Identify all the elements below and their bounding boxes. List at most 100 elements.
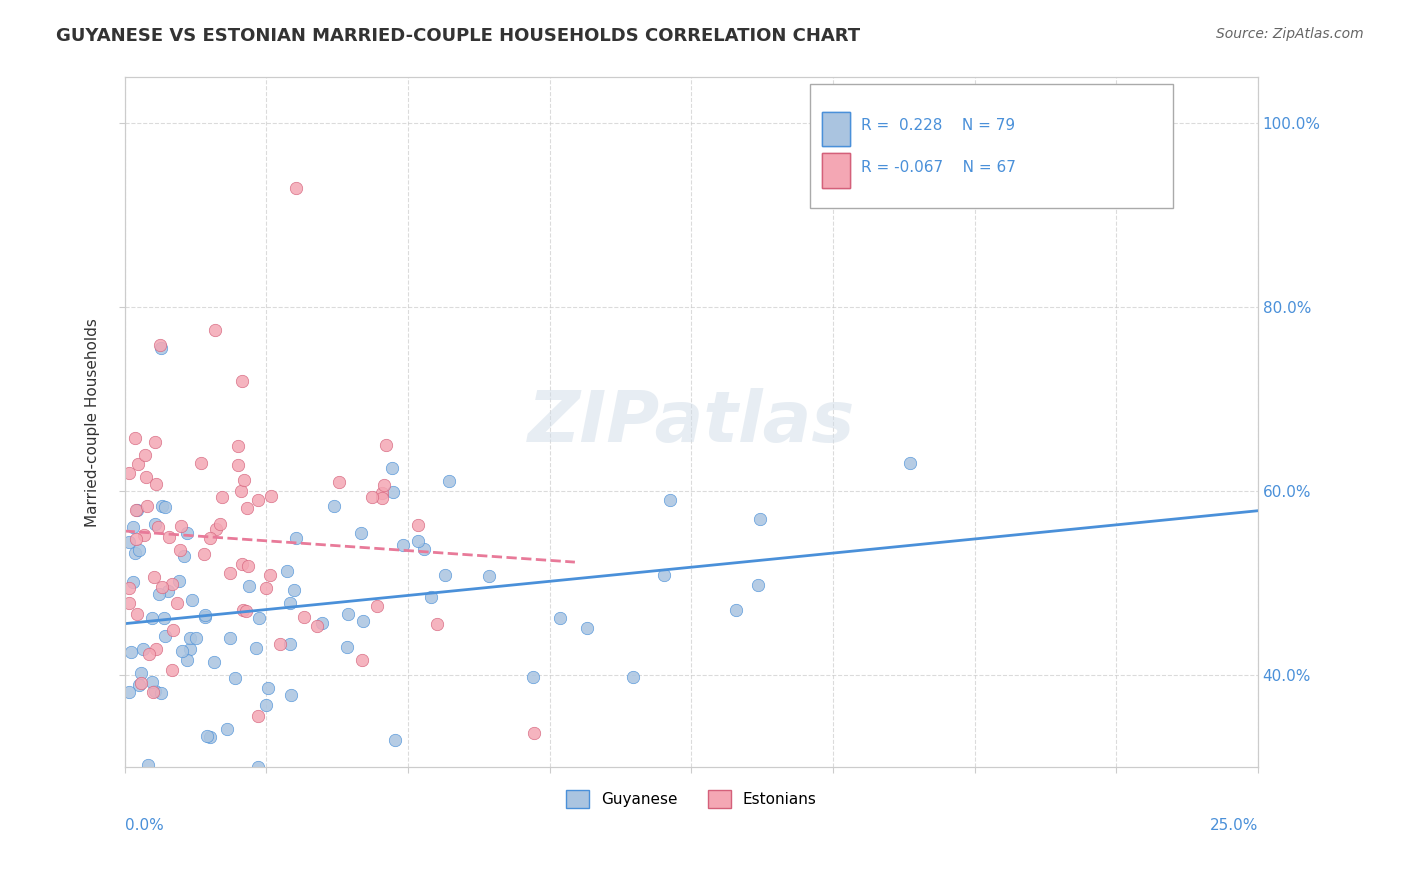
Point — [328, 475, 350, 489]
Point — [176, 653, 198, 667]
FancyBboxPatch shape — [810, 85, 1173, 209]
Point — [156, 584, 179, 599]
Point — [148, 587, 170, 601]
Point — [125, 503, 148, 517]
Text: Source: ZipAtlas.com: Source: ZipAtlas.com — [1216, 27, 1364, 41]
Point — [307, 619, 329, 633]
Point — [366, 599, 388, 613]
Point — [269, 637, 291, 651]
Point — [336, 607, 359, 621]
Point — [157, 530, 180, 544]
Point — [193, 547, 215, 561]
Point — [150, 341, 173, 355]
Point — [160, 577, 183, 591]
Point — [118, 581, 141, 595]
Point — [259, 567, 281, 582]
Point — [135, 470, 157, 484]
Point — [652, 568, 675, 582]
Point — [173, 549, 195, 563]
Point — [747, 578, 769, 592]
Point — [190, 457, 212, 471]
Point — [138, 647, 160, 661]
Point — [118, 535, 141, 549]
Point — [280, 688, 302, 702]
Point — [167, 574, 190, 589]
Point — [194, 608, 217, 623]
Point — [292, 610, 315, 624]
Point — [162, 623, 184, 637]
FancyBboxPatch shape — [821, 112, 849, 146]
Point — [181, 592, 204, 607]
Point — [142, 685, 165, 699]
Point — [150, 580, 173, 594]
Point — [120, 645, 142, 659]
Point — [408, 534, 430, 549]
Point — [381, 460, 404, 475]
Point — [235, 604, 257, 618]
Point — [148, 520, 170, 534]
Point — [143, 435, 166, 450]
Point — [211, 490, 233, 504]
Point — [322, 499, 344, 513]
Point — [373, 478, 395, 492]
Point — [118, 596, 141, 610]
Text: ZIPatlas: ZIPatlas — [527, 388, 855, 457]
Point — [548, 611, 571, 625]
Point — [145, 641, 167, 656]
Point — [260, 490, 283, 504]
Point — [278, 637, 301, 651]
Point — [143, 517, 166, 532]
Point — [118, 684, 141, 698]
Point — [153, 611, 176, 625]
Point — [131, 665, 153, 680]
Point — [413, 542, 436, 557]
Point — [311, 615, 333, 630]
Point — [522, 670, 544, 684]
Point — [575, 621, 598, 635]
Point — [125, 503, 148, 517]
Point — [118, 466, 141, 480]
Point — [352, 653, 374, 667]
Point — [371, 491, 394, 505]
Point — [426, 616, 449, 631]
Point — [245, 640, 267, 655]
Point — [136, 757, 159, 772]
Point — [257, 681, 280, 696]
Point — [231, 374, 253, 388]
Point — [229, 483, 252, 498]
Point — [142, 570, 165, 584]
Point — [254, 581, 277, 595]
Point — [381, 485, 404, 500]
Point — [208, 516, 231, 531]
Text: 0.0%: 0.0% — [125, 818, 163, 832]
Point — [360, 491, 382, 505]
Point — [125, 607, 148, 622]
Point — [900, 456, 922, 470]
Point — [478, 568, 501, 582]
Point — [170, 519, 193, 533]
Text: GUYANESE VS ESTONIAN MARRIED-COUPLE HOUSEHOLDS CORRELATION CHART: GUYANESE VS ESTONIAN MARRIED-COUPLE HOUS… — [56, 27, 860, 45]
Legend: Guyanese, Estonians: Guyanese, Estonians — [560, 784, 823, 814]
Point — [724, 602, 747, 616]
Point — [134, 528, 156, 542]
Point — [127, 457, 149, 471]
Text: 25.0%: 25.0% — [1209, 818, 1258, 832]
Point — [122, 520, 145, 534]
Point — [406, 518, 429, 533]
Point — [420, 590, 443, 604]
Point — [141, 611, 163, 625]
Point — [176, 526, 198, 541]
Point — [621, 670, 644, 684]
Point — [256, 698, 278, 712]
Point — [124, 431, 146, 445]
Point — [285, 531, 308, 545]
Point — [184, 631, 207, 645]
Point — [134, 448, 156, 462]
Point — [233, 474, 256, 488]
Point — [124, 546, 146, 560]
Point — [226, 458, 249, 472]
Point — [350, 525, 373, 540]
Point — [246, 493, 269, 508]
Point — [371, 486, 394, 500]
Point — [150, 499, 173, 513]
